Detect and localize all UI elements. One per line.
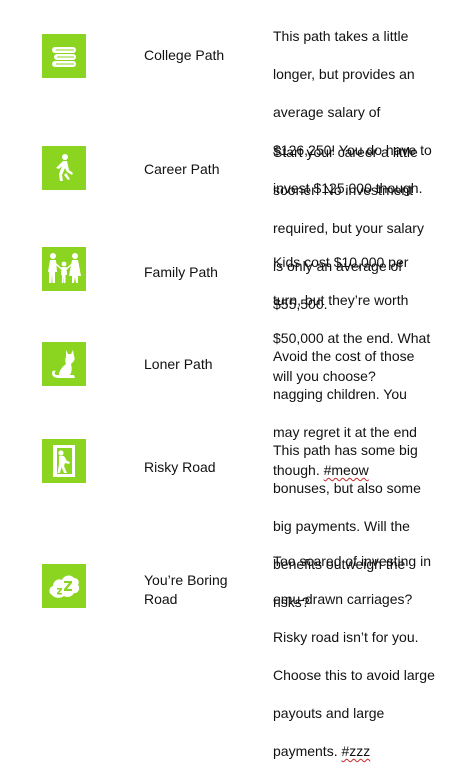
path-description: Kids cost $10,000 per turn, but they’re … [273,234,453,405]
path-name-line: Risky Road [144,459,216,475]
path-name-line: Loner Path [144,356,213,372]
path-name: College Path [144,46,224,65]
description-line: will you choose? [273,368,376,384]
path-name-line: You’re Boring [144,572,228,588]
family-icon [42,247,86,291]
path-description: This path takes a little longer, but pro… [273,8,453,217]
path-description: This path has some big bonuses, but also… [273,422,453,631]
path-name-line: Road [144,591,178,607]
description-line: Kids cost $10,000 per [273,254,409,270]
path-description: Start your career a little sooner! No in… [273,124,453,333]
walking-person-icon [42,146,86,190]
description-line: sooner! No investment [273,182,414,198]
description-line: may regret it at the end [273,424,417,440]
description-line: nagging children. You [273,386,407,402]
description-line: is only an average of [273,258,403,274]
path-name: Loner Path [144,355,213,374]
description-line: big payments. Will the [273,518,410,534]
path-name: Career Path [144,160,219,179]
description-line: Start your career a little [273,144,418,160]
path-description: Avoid the cost of those nagging children… [273,328,453,499]
description-line: Avoid the cost of those [273,348,415,364]
hashtag-meow: #meow [323,462,369,478]
description-line: emu-drawn carriages? [273,591,413,607]
person-in-doorway-icon [42,439,86,483]
description-line: bonuses, but also some [273,480,421,496]
description-line: $50,000 at the end. What [273,330,431,346]
description-line: risks? [273,594,310,610]
cat-icon [42,342,86,386]
description-line: $126,250! You do have to [273,142,432,158]
description-line: turn, but they’re worth [273,292,409,308]
path-name-line: Career Path [144,161,220,177]
description-line: benefits outweigh the [273,556,406,572]
description-line: payouts and large [273,705,385,721]
description-line: Too scared of investing in [273,553,431,569]
description-line: Choose this to avoid large [273,667,435,683]
description-text: though. [273,462,324,478]
description-line: $55,500. [273,296,328,312]
hashtag-zzz: #zzz [341,743,371,759]
path-name: You’re Boring Road [144,571,228,609]
description-line: This path has some big [273,442,418,458]
description-line: average salary of [273,104,381,120]
path-name-line: Family Path [144,264,218,280]
path-name: Family Path [144,263,218,282]
path-name: Risky Road [144,458,216,477]
books-icon [42,34,86,78]
description-line: This path takes a little [273,28,409,44]
description-text: payments. [273,743,342,759]
path-description: Too scared of investing in emu-drawn car… [273,533,453,780]
description-line: payments. #zzz [273,742,453,761]
description-line: longer, but provides an [273,66,415,82]
description-line: Risky road isn’t for you. [273,629,419,645]
sleeping-zzz-icon [42,564,86,608]
description-line: invest $125,000 though. [273,180,423,196]
description-line: though. #meow [273,461,453,480]
path-name-line: College Path [144,47,225,63]
description-line: required, but your salary [273,220,424,236]
